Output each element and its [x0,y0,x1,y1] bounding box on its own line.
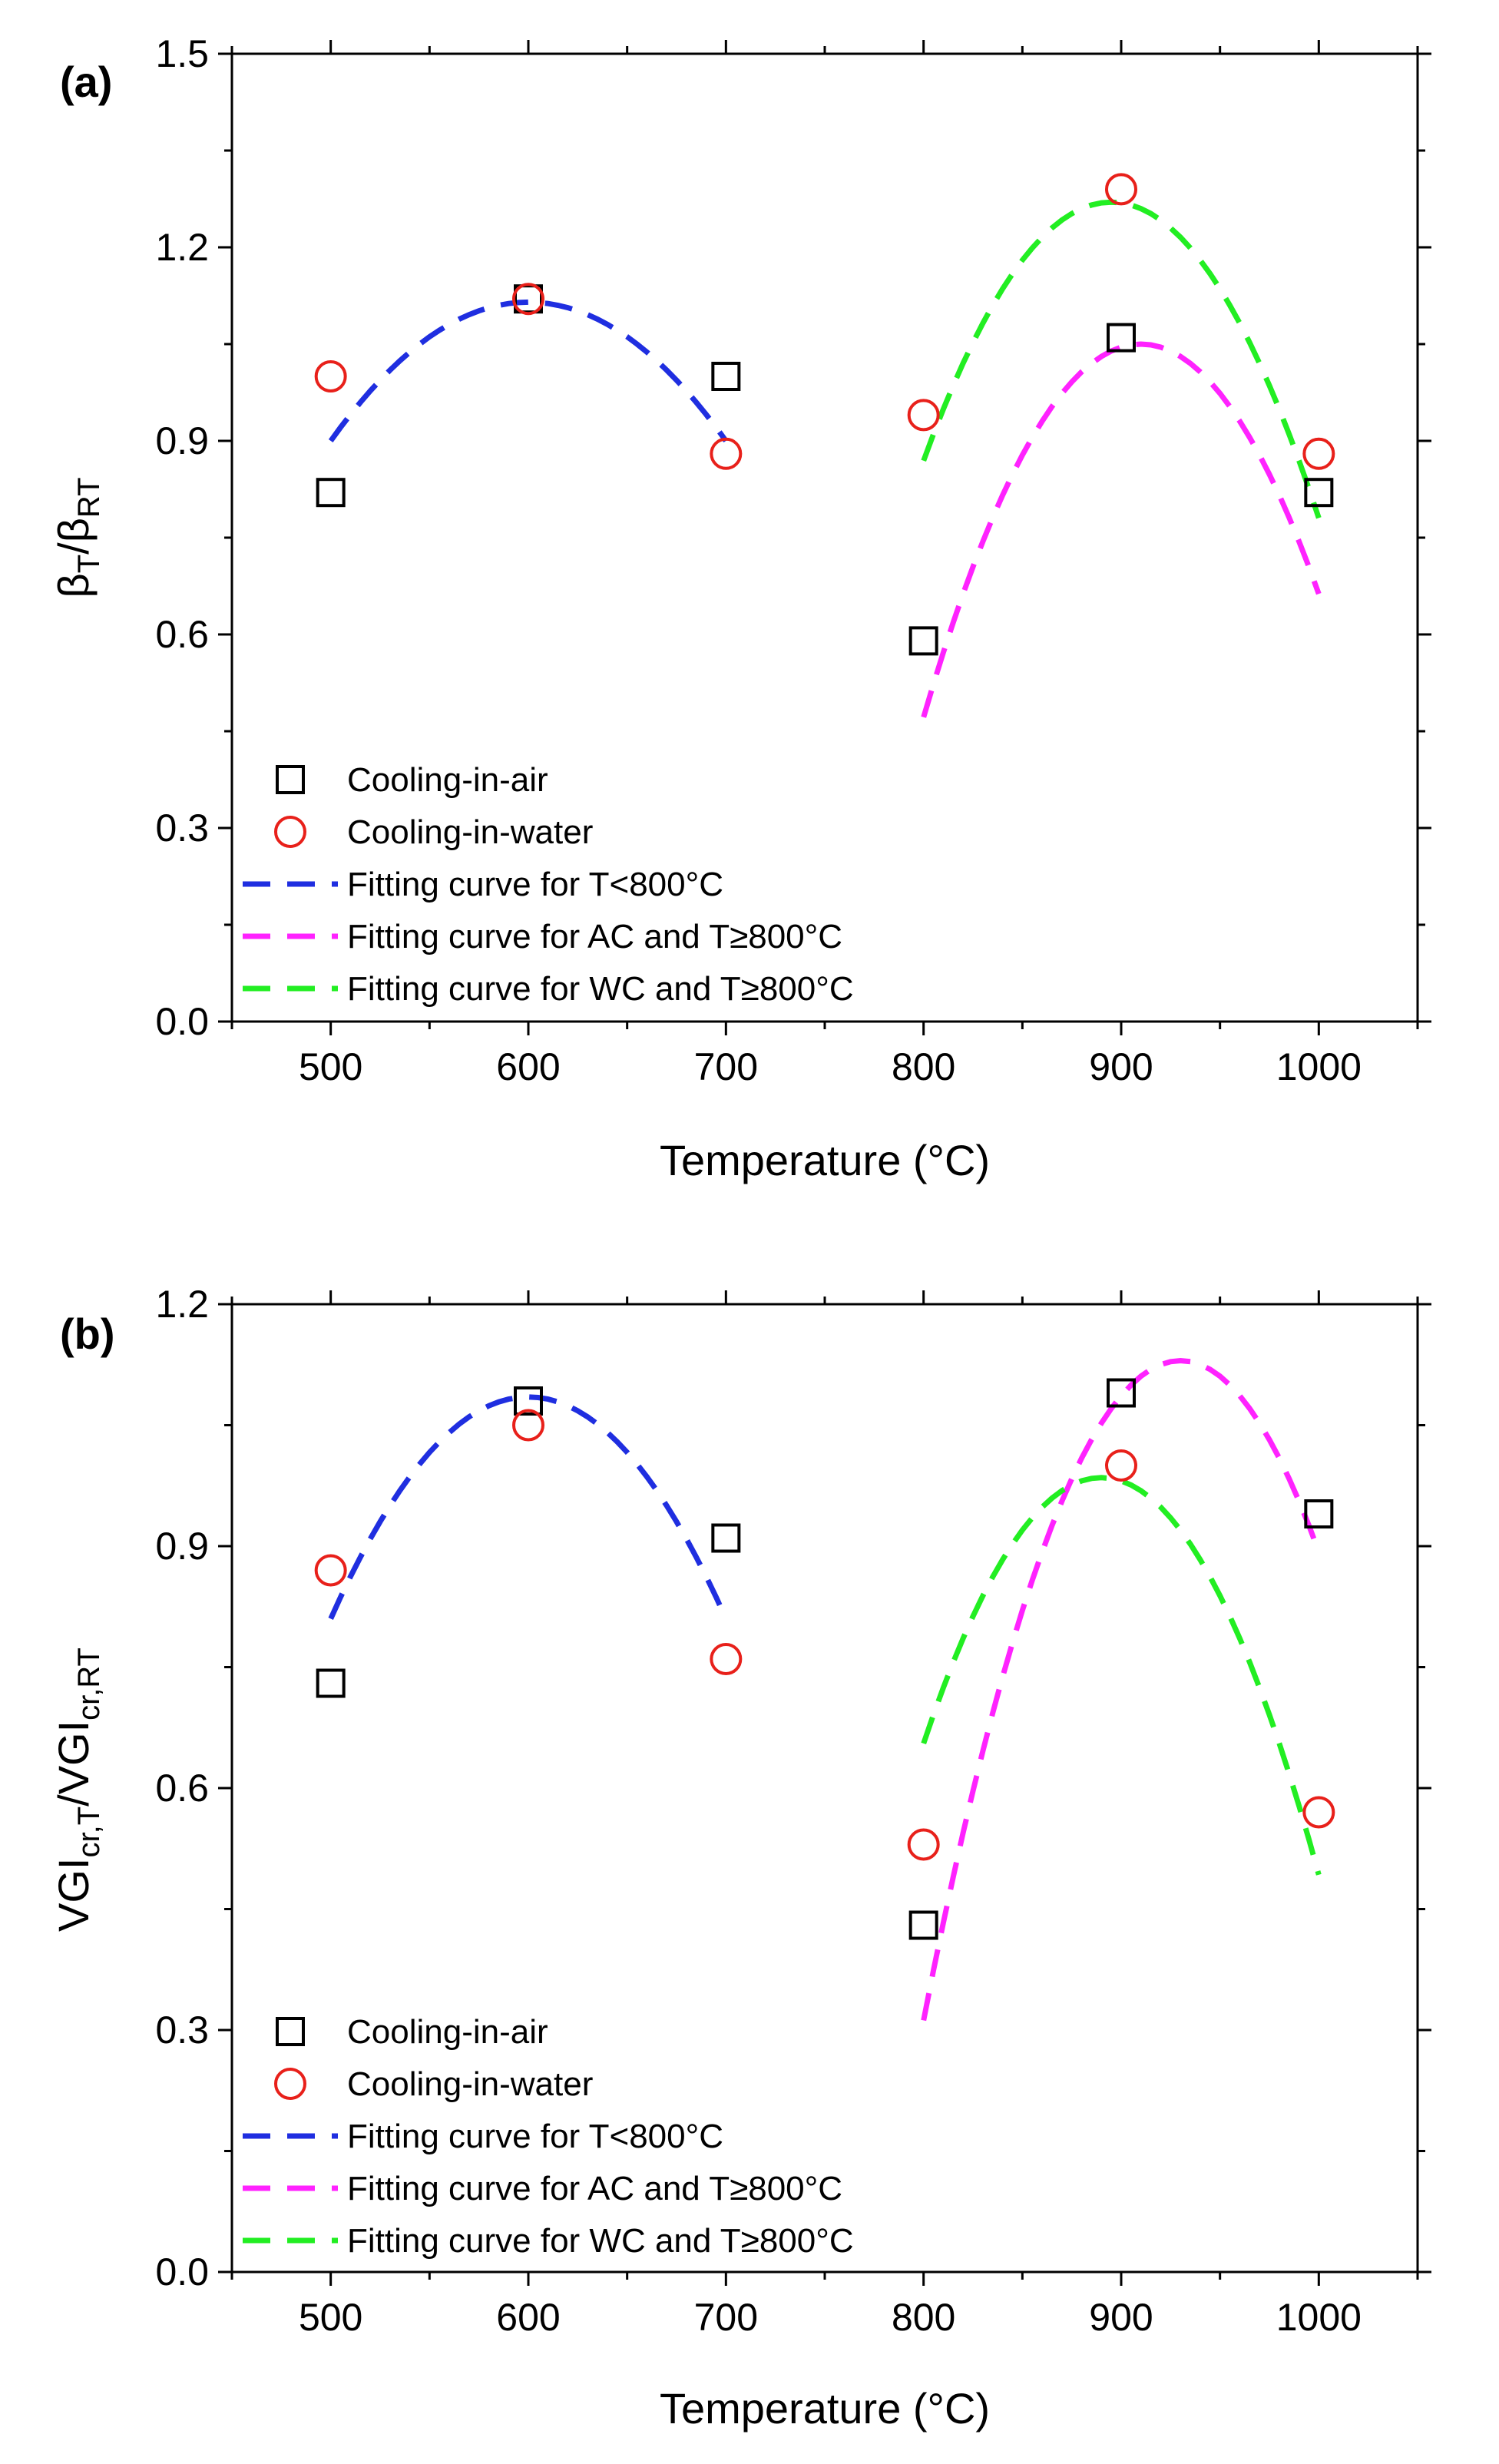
legend-symbol-circle [274,2068,306,2100]
data-point-square [1304,478,1334,508]
y-axis-label-sep: / [49,1794,98,1807]
legend-label: Fitting curve for WC and T≥800°C [347,970,854,1008]
panel-label: (a) [60,58,112,106]
data-point-circle [512,1409,544,1442]
y-tick-label: 1.5 [155,32,209,75]
chart-panel-1: 500 600 700 800 900 1000 0.0 0.3 0.6 0.9 1.2 1.5 (a)… [49,32,1431,1184]
legend-label: Cooling-in-water [347,813,593,851]
legend-label: Fitting curve for WC and T≥800°C [347,2222,854,2260]
data-point-square [316,478,346,508]
x-tick-label: 600 [496,2296,560,2339]
y-axis-label-base: β [49,573,98,598]
x-tick-label: 500 [299,1045,362,1088]
fitting-curve-3 [921,1475,1322,1876]
data-point-square [908,626,938,656]
data-point-circle [512,283,544,316]
y-axis-label: VGIcr,T/VGIcr,RT [49,1648,106,1932]
y-tick-label: 1.2 [155,226,209,269]
fitting-curve-2 [921,341,1322,718]
legend: Cooling-in-air Cooling-in-water Fitting cu… [243,761,854,1008]
fitting-curve-3 [921,199,1322,519]
legend-symbol-square [276,2017,305,2046]
data-point-circle [907,1828,940,1861]
fitting-curve-2 [921,1357,1322,2022]
x-tick-label: 1000 [1276,2296,1362,2339]
legend: Cooling-in-air Cooling-in-water Fitting cu… [243,2013,854,2260]
y-tick-label: 0.9 [155,1525,209,1568]
data-point-circle [1105,1449,1137,1482]
y-tick-label: 0.3 [155,2009,209,2052]
legend-label: Cooling-in-air [347,2013,548,2051]
panel-label: (b) [60,1310,115,1358]
y-tick-label: 1.2 [155,1283,209,1326]
data-point-square [711,1523,741,1553]
x-tick-label: 800 [892,1045,955,1088]
legend-label: Cooling-in-water [347,2065,593,2103]
data-point-circle [314,360,347,392]
data-point-circle [710,437,743,470]
chart-panel-2: 500 600 700 800 900 1000 0.0 0.3 0.6 0.9 1.2 (b) Tem… [49,1283,1431,2433]
series-water [314,1409,1335,1861]
data-point-square [316,1668,346,1698]
data-point-circle [1302,1796,1335,1829]
data-point-circle [710,1643,743,1675]
data-point-circle [314,1554,347,1587]
legend-symbol-circle [274,816,306,848]
y-axis-label-sub1: T [72,555,106,573]
x-tick-label: 500 [299,2296,362,2339]
x-tick-label: 700 [694,2296,758,2339]
series-water [314,173,1335,470]
y-axis-label-sep: / [49,542,98,555]
legend-label: Fitting curve for T<800°C [347,866,723,903]
y-axis-label-base: VGI [49,1858,98,1932]
y-axis-label-sub2: RT [72,477,106,518]
y-tick-label: 0.6 [155,613,209,656]
fitting-curve-1 [328,299,729,443]
data-point-circle [907,399,940,432]
y-tick-label: 0.6 [155,1767,209,1810]
x-tick-label: 700 [694,1045,758,1088]
x-tick-label: 900 [1089,1045,1153,1088]
y-axis-label: βT/βRT [49,477,106,598]
data-point-square [711,362,741,391]
y-axis-label-base2: β [49,518,98,542]
y-axis-label-base2: VGI [49,1720,98,1794]
legend-label: Fitting curve for AC and T≥800°C [347,918,842,955]
legend-label: Cooling-in-air [347,761,548,799]
data-point-circle [1105,173,1137,206]
y-tick-label: 0.0 [155,1000,209,1043]
x-tick-label: 800 [892,2296,955,2339]
x-tick-label: 600 [496,1045,560,1088]
y-axis-label-sub2: cr,RT [72,1648,106,1720]
x-axis-label: Temperature (°C) [660,2384,990,2433]
data-point-square [514,1386,543,1416]
legend-label: Fitting curve for AC and T≥800°C [347,2170,842,2207]
data-point-square [908,1910,938,1940]
data-point-square [1107,1378,1136,1408]
y-tick-label: 0.3 [155,806,209,849]
series-air [316,1378,1334,1940]
data-point-circle [1302,437,1335,470]
fitting-curves [328,1357,1322,2022]
fitting-curves [328,199,1322,718]
y-tick-label: 0.0 [155,2250,209,2293]
data-point-square [1304,1499,1334,1528]
y-tick-label: 0.9 [155,419,209,462]
x-axis-label: Temperature (°C) [660,1136,990,1184]
x-tick-label: 1000 [1276,1045,1362,1088]
fitting-curve-1 [328,1394,729,1620]
legend-symbol-square [276,765,305,794]
data-point-square [1107,323,1136,353]
x-tick-label: 900 [1089,2296,1153,2339]
legend-label: Fitting curve for T<800°C [347,2118,723,2155]
y-axis-label-sub1: cr,T [72,1807,106,1858]
